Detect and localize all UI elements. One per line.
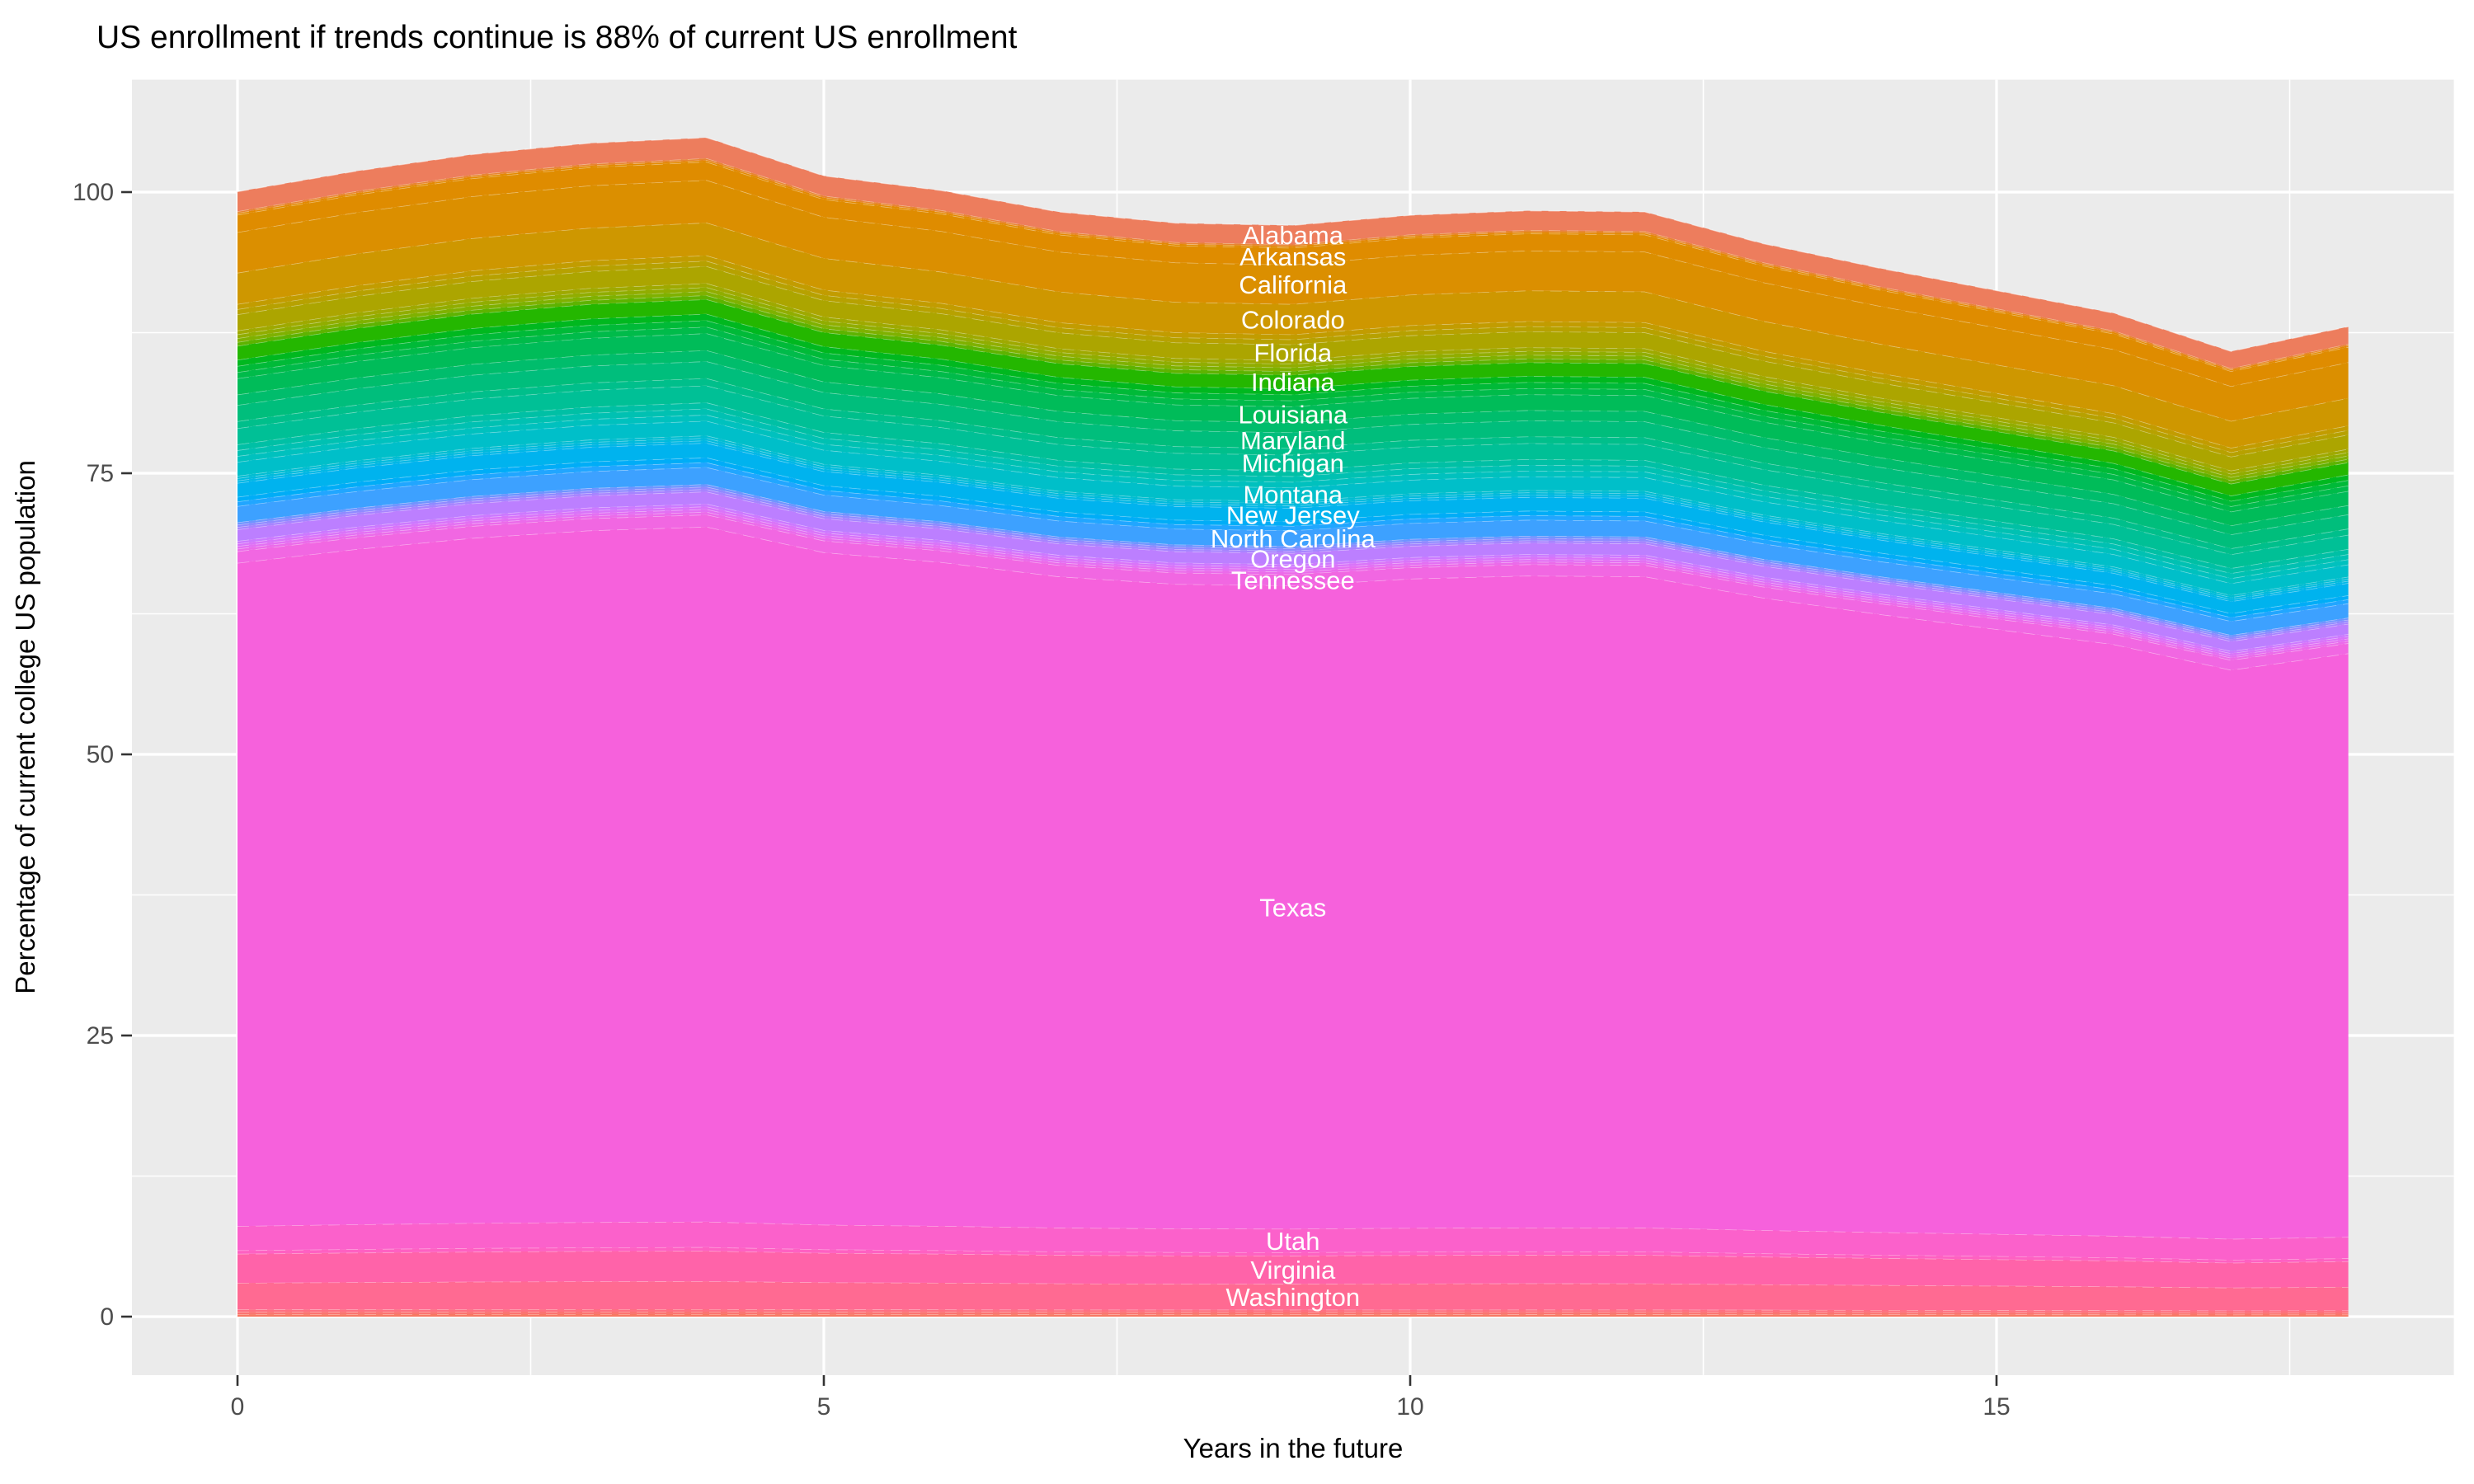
state-label: North Carolina (1211, 524, 1376, 553)
area-band-california (238, 180, 2349, 421)
state-label: Indiana (1251, 368, 1335, 397)
band-separator (237, 137, 2349, 352)
area-band-new-jersey (238, 443, 2349, 613)
chart-title: US enrollment if trends continue is 88% … (96, 20, 1018, 55)
area-band-massachusetts (238, 378, 2349, 555)
state-label: California (1239, 270, 1348, 299)
area-band-vermont (238, 1247, 2349, 1263)
state-label: Alabama (1243, 221, 1344, 250)
area-band-wisconsin (238, 1311, 2349, 1315)
state-label: Montana (1243, 481, 1343, 510)
area-band-new-york (238, 462, 2349, 622)
area-band-iowa (238, 313, 2349, 501)
area-band-alabama (238, 137, 2349, 369)
state-label: Oregon (1250, 545, 1335, 574)
area-band-south-carolina (238, 509, 2349, 658)
area-band-washington (238, 1281, 2349, 1311)
area-band-ohio (238, 486, 2349, 640)
x-tick-label: 15 (1982, 1393, 2010, 1421)
state-label: Louisiana (1238, 401, 1348, 430)
state-label: Michigan (1242, 448, 1344, 477)
area-band-texas (238, 526, 2349, 1239)
area-band-oklahoma (238, 489, 2349, 641)
area-band-new-mexico (238, 458, 2349, 618)
area-band-michigan (238, 385, 2349, 569)
state-label: Utah (1266, 1227, 1319, 1256)
area-band-minnesota (238, 402, 2349, 574)
x-axis-title: Years in the future (1183, 1433, 1404, 1463)
area-band-connecticut (238, 255, 2349, 453)
state-label: Texas (1259, 893, 1326, 922)
area-band-georgia (238, 283, 2349, 474)
area-band-indiana (238, 299, 2349, 496)
area-band-north-carolina (238, 467, 2349, 636)
x-tick-label: 5 (817, 1393, 831, 1421)
area-band-tennessee (238, 514, 2349, 670)
state-label: Washington (1226, 1283, 1361, 1312)
state-label: Florida (1253, 338, 1333, 367)
area-band-florida (238, 266, 2349, 471)
area-band-utah (238, 1221, 2349, 1261)
area-band-illinois (238, 295, 2349, 484)
area-band-pennsylvania (238, 504, 2349, 654)
area-band-wyoming (238, 1313, 2349, 1317)
y-tick-label: 50 (87, 741, 114, 768)
area-band-mississippi (238, 408, 2349, 579)
area-band-maryland (238, 361, 2349, 549)
state-label: Maryland (1240, 426, 1346, 455)
area-band-kansas (238, 320, 2349, 507)
state-label: Tennessee (1231, 566, 1355, 594)
area-band-colorado (238, 223, 2349, 448)
area-band-idaho (238, 291, 2349, 481)
area-band-oregon (238, 491, 2349, 651)
x-tick-label: 10 (1396, 1393, 1423, 1421)
y-tick-label: 25 (87, 1022, 114, 1050)
y-tick-label: 0 (100, 1303, 114, 1331)
area-band-montana (238, 420, 2349, 596)
area-band-maine (238, 350, 2349, 535)
area-band-north-dakota (238, 484, 2349, 637)
y-tick-label: 100 (73, 179, 114, 206)
y-axis-title: Percentage of current college US populat… (10, 460, 40, 994)
state-label: Virginia (1250, 1256, 1336, 1284)
area-band-nevada (238, 438, 2349, 599)
area-band-louisiana (238, 333, 2349, 526)
area-band-new-hampshire (238, 440, 2349, 602)
state-label: Colorado (1241, 305, 1345, 334)
area-band-west-virginia (238, 1308, 2349, 1313)
state-label: New Jersey (1226, 500, 1360, 529)
area-band-south-dakota (238, 511, 2349, 660)
area-band-hawaii (238, 287, 2349, 477)
x-tick-label: 0 (231, 1393, 245, 1421)
area-band-arkansas (238, 162, 2349, 387)
area-band-rhode-island (238, 506, 2349, 656)
area-band-missouri (238, 415, 2349, 584)
area-band-alaska (238, 157, 2349, 370)
area-band-nebraska (238, 435, 2349, 598)
state-label: Arkansas (1239, 242, 1346, 271)
y-tick-label: 75 (87, 460, 114, 487)
area-band-delaware (238, 261, 2349, 458)
area-band-kentucky (238, 326, 2349, 512)
area-band-arizona (238, 160, 2349, 372)
area-band-virginia (238, 1251, 2349, 1288)
